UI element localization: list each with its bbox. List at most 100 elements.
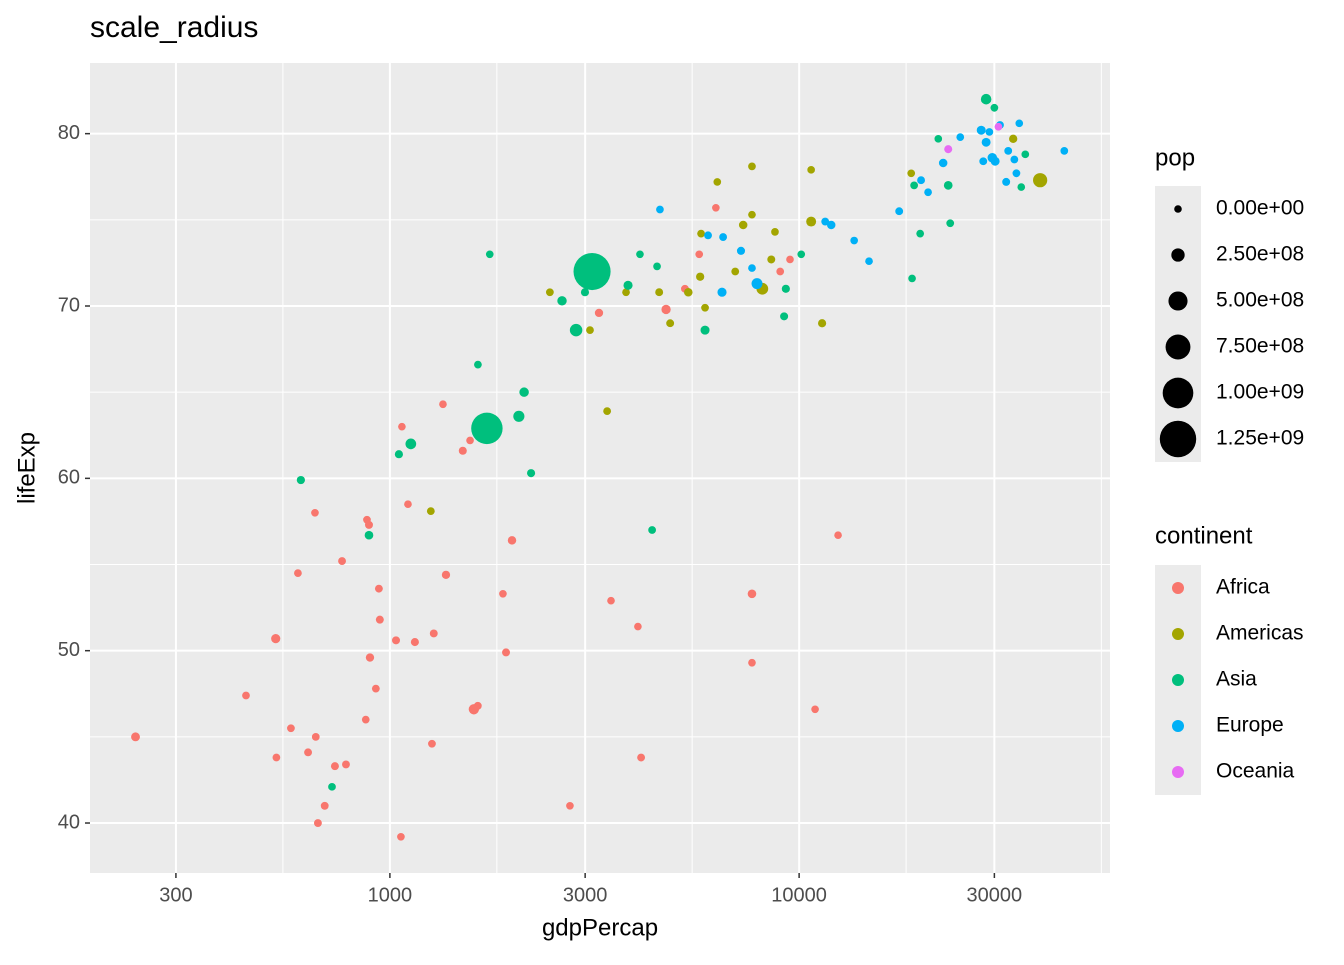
panel xyxy=(90,63,1110,873)
color-legend-key xyxy=(1172,674,1184,686)
size-legend-label: 1.00e+09 xyxy=(1216,381,1304,404)
point xyxy=(661,304,671,315)
point xyxy=(648,526,657,534)
point xyxy=(938,158,948,168)
size-legend-key xyxy=(1162,377,1194,409)
point xyxy=(786,255,794,264)
point xyxy=(507,536,517,545)
y-tick-label: 80 xyxy=(58,122,80,144)
point xyxy=(748,658,756,667)
color-legend-key xyxy=(1172,582,1184,594)
y-axis-title: lifeExp xyxy=(13,432,40,504)
point xyxy=(519,387,529,397)
color-legend-label: Oceania xyxy=(1216,760,1295,783)
point xyxy=(776,267,785,276)
size-legend-key xyxy=(1174,205,1182,213)
point xyxy=(850,236,858,245)
point xyxy=(296,475,305,485)
point xyxy=(981,137,991,147)
point xyxy=(131,732,140,742)
point xyxy=(623,280,633,290)
x-tick-label: 30000 xyxy=(967,884,1023,906)
color-legend-title: continent xyxy=(1155,522,1253,549)
y-tick-label: 40 xyxy=(58,811,80,833)
size-legend-keys xyxy=(1155,186,1201,462)
point xyxy=(1002,177,1011,186)
point xyxy=(502,648,510,657)
size-legend-label: 1.25e+09 xyxy=(1216,427,1304,450)
point xyxy=(780,312,789,321)
point xyxy=(428,739,436,748)
point xyxy=(738,220,748,230)
color-legend-label: Americas xyxy=(1216,622,1304,645)
point xyxy=(569,323,583,337)
point xyxy=(712,203,720,212)
point xyxy=(458,446,467,455)
point xyxy=(717,287,727,297)
point xyxy=(398,422,406,431)
point xyxy=(365,653,375,662)
point xyxy=(304,748,312,757)
point xyxy=(747,589,757,599)
point xyxy=(748,210,756,219)
point xyxy=(311,508,319,517)
point xyxy=(697,229,705,238)
point xyxy=(806,216,817,227)
color-legend-key xyxy=(1172,628,1184,640)
point xyxy=(994,122,1003,131)
size-legend-label: 5.00e+08 xyxy=(1216,289,1304,312)
point xyxy=(371,684,380,693)
point xyxy=(439,400,447,409)
size-legend-label: 7.50e+08 xyxy=(1216,335,1304,358)
chart-title: scale_radius xyxy=(90,11,258,44)
point xyxy=(713,178,722,186)
point xyxy=(473,701,482,710)
point xyxy=(404,500,412,509)
size-legend-key xyxy=(1159,420,1197,458)
point xyxy=(826,220,836,230)
point xyxy=(1060,147,1069,155)
point xyxy=(441,570,451,580)
point xyxy=(944,145,953,154)
point xyxy=(821,217,830,226)
point xyxy=(485,250,494,259)
point xyxy=(917,176,925,185)
point xyxy=(695,250,704,259)
point xyxy=(405,438,417,450)
point xyxy=(311,732,320,741)
size-legend-key xyxy=(1168,291,1188,311)
point xyxy=(655,288,664,297)
y-tick-label: 50 xyxy=(58,639,80,661)
point xyxy=(499,589,507,598)
color-legend-key xyxy=(1172,720,1184,732)
point xyxy=(1004,146,1013,155)
point xyxy=(330,762,339,771)
point xyxy=(980,93,992,105)
point xyxy=(943,181,953,190)
point xyxy=(242,691,250,700)
point xyxy=(985,128,994,136)
point xyxy=(910,181,918,190)
point xyxy=(607,596,615,605)
point xyxy=(797,250,806,259)
y-tick-label: 60 xyxy=(58,467,80,489)
point xyxy=(751,278,763,290)
point xyxy=(375,615,384,624)
point xyxy=(622,288,630,297)
point xyxy=(361,715,370,724)
point xyxy=(397,832,405,841)
point xyxy=(771,228,779,236)
point xyxy=(374,584,383,593)
point xyxy=(566,801,574,810)
x-tick-label: 3000 xyxy=(563,884,608,906)
point xyxy=(1017,183,1026,191)
point xyxy=(342,760,350,769)
point xyxy=(287,724,295,733)
size-legend-title: pop xyxy=(1155,144,1195,171)
point xyxy=(272,753,281,762)
point xyxy=(364,520,373,529)
point xyxy=(426,507,435,515)
point xyxy=(328,782,336,791)
color-legend-label: Africa xyxy=(1216,576,1270,599)
